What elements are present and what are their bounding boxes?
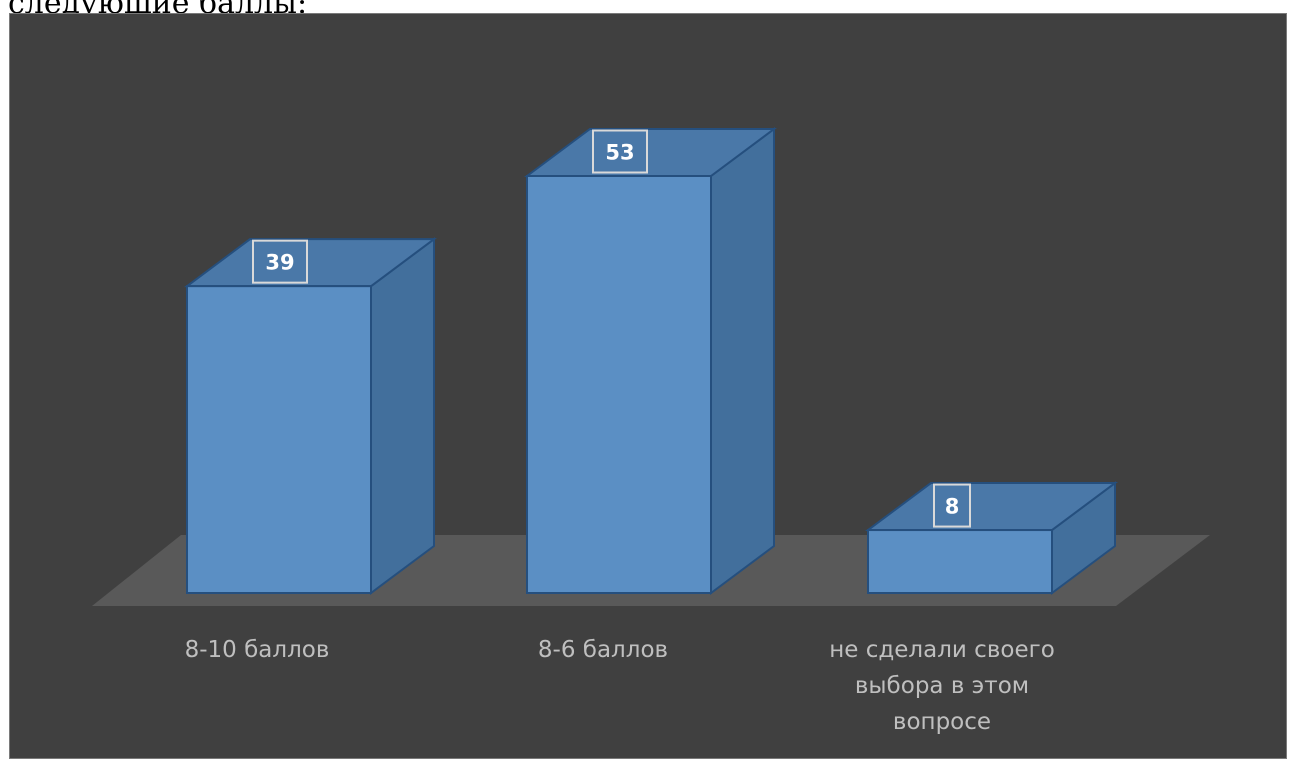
category-label-1: 8-10 баллов — [185, 637, 330, 663]
bar-front-face — [186, 285, 372, 594]
bar-front-face — [867, 529, 1053, 594]
bar-2 — [523, 127, 778, 595]
data-label-3: 8 — [933, 483, 971, 528]
data-label-text: 8 — [945, 495, 960, 519]
bar-3 — [864, 481, 1119, 595]
category-label-2: 8-6 баллов — [538, 637, 668, 663]
category-label-3: не сделали своего выбора в этом вопросе — [829, 637, 1055, 735]
data-label-1: 39 — [252, 239, 308, 284]
bar-1 — [183, 237, 438, 595]
data-label-2: 53 — [592, 129, 648, 174]
data-label-text: 39 — [265, 251, 294, 275]
bar-side-face — [710, 127, 775, 595]
data-label-box — [592, 129, 648, 174]
data-label-box — [252, 239, 308, 284]
bar-side-face — [370, 237, 435, 595]
data-label-text: 53 — [605, 141, 634, 165]
bar-front-face — [526, 175, 712, 594]
data-label-box — [933, 483, 971, 528]
